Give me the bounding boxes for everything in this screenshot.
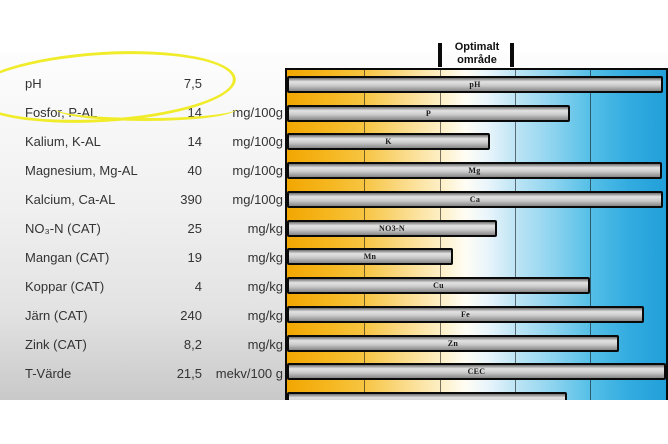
nutrient-bar-ca: Ca [287, 191, 663, 208]
parameter-unit: mg/kg [247, 308, 283, 323]
parameter-value: 40 [187, 163, 202, 178]
nutrient-bar-cu: Cu [287, 277, 590, 294]
bar-label: Zn [447, 338, 459, 348]
bar-label: P [425, 108, 432, 118]
bar-label: NO3-N [379, 223, 405, 233]
parameter-name: Zink (CAT) [25, 337, 87, 352]
chart-gridline [589, 70, 591, 400]
nutrient-bar-bottom-partial [287, 392, 567, 400]
bar-label: Mn [363, 251, 377, 261]
parameter-name: Järn (CAT) [25, 308, 88, 323]
nutrient-bar-fe: Fe [287, 306, 644, 323]
optimal-range-header: Optimalt område [432, 41, 522, 67]
parameter-value: 4 [194, 279, 202, 294]
table-row: Kalcium, Ca-AL 390 mg/100g [0, 192, 300, 210]
parameter-value: 7,5 [183, 76, 202, 91]
ph-highlight-ellipse-tail [55, 96, 237, 121]
parameter-unit: mg/kg [247, 337, 283, 352]
table-row: NO₃-N (CAT) 25 mg/kg [0, 221, 300, 239]
parameter-value: 240 [180, 308, 202, 323]
parameter-name: pH [25, 76, 42, 91]
bar-label: Fe [460, 309, 471, 319]
parameter-value: 25 [187, 221, 202, 236]
parameter-name: T-Värde [25, 366, 72, 381]
table-row: Koppar (CAT) 4 mg/kg [0, 279, 300, 297]
parameter-unit: mg/100g [232, 163, 283, 178]
optimal-range-right-tick [510, 43, 514, 67]
nutrient-bar-no3-n: NO3-N [287, 220, 497, 237]
parameter-name: Magnesium, Mg-AL [25, 163, 138, 178]
parameter-value: 390 [180, 192, 202, 207]
parameter-name: Kalcium, Ca-AL [25, 192, 116, 207]
parameter-name: Koppar (CAT) [25, 279, 105, 294]
bar-label: pH [469, 79, 481, 89]
optimal-range-left-tick [438, 43, 442, 67]
optimal-range-header-line1: Optimalt [454, 41, 500, 53]
table-row: pH 7,5 [0, 76, 300, 94]
parameter-name: Mangan (CAT) [25, 250, 110, 265]
parameter-value: 14 [187, 134, 202, 149]
parameter-unit: mekv/100 g [215, 366, 283, 381]
parameter-unit: mg/kg [247, 279, 283, 294]
nutrient-bar-chart: pH P K Mg Ca NO3-N Mn Cu Fe Zn CEC [285, 68, 668, 400]
nutrient-bar-k: K [287, 133, 490, 150]
nutrient-bar-zn: Zn [287, 335, 619, 352]
bar-label: CEC [467, 366, 486, 376]
parameter-name: NO₃-N (CAT) [25, 221, 101, 236]
bar-label: K [385, 136, 392, 146]
bar-label: Cu [433, 280, 444, 290]
table-row: Mangan (CAT) 19 mg/kg [0, 250, 300, 268]
parameter-value: 21,5 [176, 366, 202, 381]
optimal-range-header-line2: område [457, 54, 497, 67]
parameter-value: 8,2 [183, 337, 202, 352]
parameter-unit: mg/100g [232, 192, 283, 207]
nutrient-bar-mg: Mg [287, 162, 662, 179]
bar-label: Ca [469, 194, 481, 204]
table-row: T-Värde 21,5 mekv/100 g [0, 366, 300, 384]
parameter-unit: mg/100g [232, 105, 283, 120]
bar-label: Mg [468, 165, 481, 175]
parameter-unit: mg/kg [247, 250, 283, 265]
nutrient-bar-mn: Mn [287, 248, 453, 265]
nutrient-bar-ph: pH [287, 76, 663, 93]
table-row: Zink (CAT) 8,2 mg/kg [0, 337, 300, 355]
table-row: Magnesium, Mg-AL 40 mg/100g [0, 163, 300, 181]
nutrient-bar-p: P [287, 105, 570, 122]
parameter-value: 19 [187, 250, 202, 265]
parameter-name: Kalium, K-AL [25, 134, 101, 149]
chart-gridline [514, 70, 516, 400]
table-row: Järn (CAT) 240 mg/kg [0, 308, 300, 326]
parameter-unit: mg/kg [247, 221, 283, 236]
parameter-unit: mg/100g [232, 134, 283, 149]
nutrient-bar-cec: CEC [287, 363, 666, 380]
table-row: Kalium, K-AL 14 mg/100g [0, 134, 300, 152]
